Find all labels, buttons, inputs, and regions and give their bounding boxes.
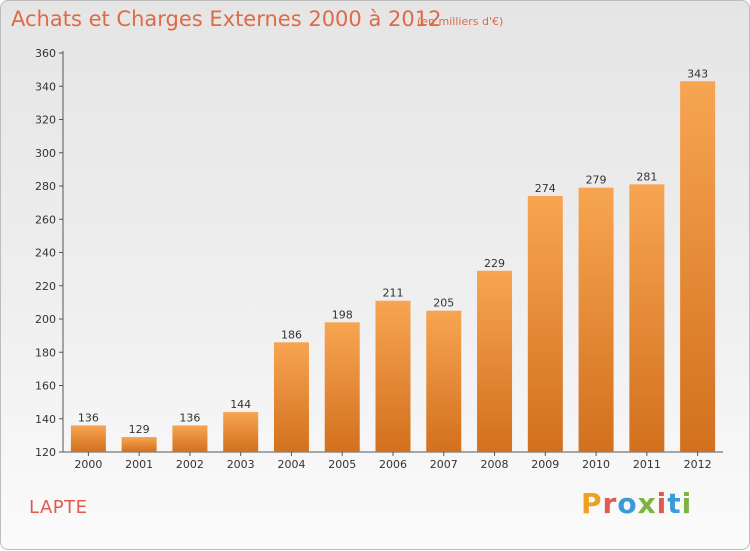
y-tick-label: 160 — [35, 380, 56, 393]
y-tick-label: 360 — [35, 47, 56, 60]
bar-value-label: 211 — [383, 287, 404, 300]
bar-value-label: 279 — [586, 174, 607, 187]
bar — [680, 81, 716, 452]
y-tick-label: 120 — [35, 446, 56, 459]
y-tick-label: 300 — [35, 147, 56, 160]
bar — [121, 437, 157, 452]
bar-value-label: 205 — [433, 297, 454, 310]
y-tick-label: 180 — [35, 346, 56, 359]
logo-letter: r — [602, 487, 618, 520]
x-tick-label: 2005 — [328, 458, 356, 471]
x-tick-label: 2012 — [684, 458, 712, 471]
bar-value-label: 136 — [78, 411, 99, 424]
bar-value-label: 136 — [179, 411, 200, 424]
x-tick-label: 2008 — [481, 458, 509, 471]
city-name: LAPTE — [29, 497, 88, 518]
chart-unit: (en milliers d'€) — [417, 15, 504, 28]
y-tick-label: 220 — [35, 280, 56, 293]
y-tick-label: 240 — [35, 247, 56, 260]
y-tick-label: 140 — [35, 413, 56, 426]
bar-value-label: 144 — [230, 398, 251, 411]
y-tick-label: 260 — [35, 213, 56, 226]
x-tick-label: 2006 — [379, 458, 407, 471]
bar-value-label: 274 — [535, 182, 556, 195]
bar — [324, 322, 360, 452]
logo-letter: i — [681, 487, 693, 520]
bar — [578, 187, 614, 452]
x-tick-label: 2004 — [277, 458, 305, 471]
x-tick-label: 2003 — [227, 458, 255, 471]
y-tick-label: 280 — [35, 180, 56, 193]
chart-title: Achats et Charges Externes 2000 à 2012 — [11, 7, 442, 31]
bar — [477, 270, 513, 452]
logo-letter: i — [656, 487, 668, 520]
logo-letter: t — [667, 487, 682, 520]
bar — [375, 300, 411, 452]
x-tick-label: 2010 — [582, 458, 610, 471]
bar — [527, 195, 563, 452]
bar — [273, 342, 309, 452]
bar-value-label: 198 — [332, 308, 353, 321]
logo-letter: P — [581, 487, 603, 520]
x-tick-label: 2002 — [176, 458, 204, 471]
x-tick-label: 2001 — [125, 458, 153, 471]
bar-value-label: 281 — [636, 170, 657, 183]
bar-value-label: 343 — [687, 67, 708, 80]
x-tick-label: 2000 — [74, 458, 102, 471]
bar-value-label: 186 — [281, 328, 302, 341]
bar — [629, 184, 665, 452]
logo-letter: x — [637, 487, 657, 520]
logo-letter: o — [617, 487, 638, 520]
x-tick-label: 2007 — [430, 458, 458, 471]
proxiti-logo: Proxiti — [581, 487, 692, 520]
y-tick-label: 340 — [35, 80, 56, 93]
y-tick-label: 200 — [35, 313, 56, 326]
bar — [70, 425, 106, 452]
x-tick-label: 2009 — [531, 458, 559, 471]
bar — [426, 310, 462, 452]
x-tick-label: 2011 — [633, 458, 661, 471]
bar-value-label: 229 — [484, 257, 505, 270]
bar — [172, 425, 208, 452]
bar-value-label: 129 — [129, 423, 150, 436]
bar — [223, 412, 259, 452]
y-tick-label: 320 — [35, 114, 56, 127]
